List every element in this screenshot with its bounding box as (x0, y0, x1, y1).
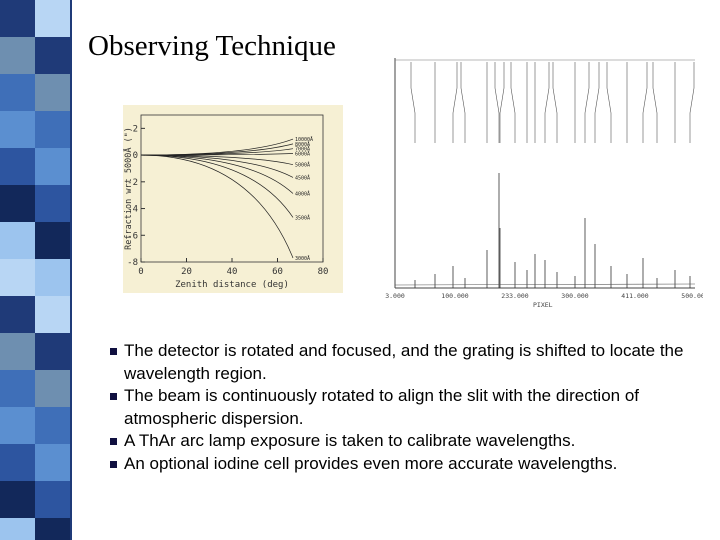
y-tick-label: -8 (127, 258, 138, 268)
refraction-curve (140, 154, 294, 218)
stripe-block (35, 518, 70, 540)
bullet-text: A ThAr arc lamp exposure is taken to cal… (124, 431, 576, 450)
stripe-block (35, 444, 70, 481)
bullet-list: The detector is rotated and focused, and… (110, 340, 710, 475)
stripe-block (35, 74, 70, 111)
curve-label: 10000Å (295, 136, 313, 143)
slide-title: Observing Technique (88, 30, 336, 62)
curve-label: 8000Å (295, 141, 310, 148)
stripe-block (35, 296, 70, 333)
figure-background (123, 105, 343, 293)
y-tick-label: -2 (127, 178, 138, 188)
x-tick-label: 0 (138, 267, 143, 277)
stripe-block (35, 259, 70, 296)
x-tick-label: 60 (272, 267, 283, 277)
figure-background (383, 48, 703, 310)
id-tick (642, 62, 648, 143)
curve-label: 4500Å (295, 174, 310, 181)
x-tick-label: 3.000 (385, 292, 405, 300)
bullet-text: The beam is continuously rotated to alig… (124, 386, 640, 428)
x-tick-label: 100.000 (441, 292, 468, 300)
refraction-curve (140, 154, 294, 259)
stripe-block (35, 333, 70, 370)
stripe-block (35, 185, 70, 222)
id-tick (510, 62, 516, 143)
stripe-block (0, 185, 35, 222)
stripe-block (0, 296, 35, 333)
stripe-block (0, 444, 35, 481)
stripe-block (0, 333, 35, 370)
bullet-marker (110, 438, 117, 445)
curve-label: 6000Å (295, 150, 310, 157)
bullet-item: The beam is continuously rotated to alig… (110, 385, 710, 430)
y-axis-label: Refraction wrt 5000Å (") (123, 127, 134, 250)
x-axis-label: PIXEL (533, 301, 553, 309)
stripe-edge (70, 0, 72, 540)
stripe-block (0, 370, 35, 407)
y-tick-label: 0 (133, 151, 138, 161)
stripe-block (0, 259, 35, 296)
curve-label: 5000Å (295, 162, 310, 169)
x-tick-label: 300.000 (561, 292, 588, 300)
id-tick (584, 62, 590, 143)
x-tick-label: 80 (318, 267, 329, 277)
stripe-block (35, 148, 70, 185)
stripe-block (0, 148, 35, 185)
stripe-block (35, 407, 70, 444)
id-tick (652, 62, 658, 143)
stripe-block (0, 481, 35, 518)
x-tick-label: 500.000 (681, 292, 703, 300)
curve-label: 7000Å (295, 146, 310, 153)
id-tick (544, 62, 550, 143)
id-tick (552, 62, 558, 143)
bullet-marker (110, 460, 117, 468)
stripe-block (0, 74, 35, 111)
id-tick (494, 62, 500, 143)
id-tick (452, 62, 458, 143)
id-tick (460, 62, 466, 143)
bullet-marker (110, 348, 117, 355)
bullet-text: An optional iodine cell provides even mo… (124, 453, 618, 473)
bullet-text: The detector is rotated and focused, and… (124, 341, 684, 383)
curve-label: 4000Å (295, 190, 310, 197)
y-tick-label: 2 (133, 124, 138, 134)
stripe-block (0, 0, 35, 37)
stripe-block (0, 37, 35, 74)
stripe-block (35, 37, 70, 74)
stripe-block (35, 481, 70, 518)
spectrum-figure: 3.000 100.000 233.000 300.000 411.000 500.000… (383, 48, 703, 310)
stripe-block (0, 222, 35, 259)
id-tick (689, 62, 695, 143)
decorative-stripe (0, 0, 72, 540)
x-tick-label: 233.000 (501, 292, 528, 300)
stripe-block (35, 370, 70, 407)
bullet-marker (110, 393, 117, 400)
bullet-item: The detector is rotated and focused, and… (110, 340, 710, 385)
curve-label: 3500Å (295, 214, 310, 221)
y-tick-label: -6 (127, 231, 138, 241)
stripe-block (0, 518, 35, 540)
id-tick (410, 62, 416, 143)
x-axis-label: Zenith distance (deg) (175, 280, 289, 290)
bullet-item: An optional iodine cell provides even mo… (110, 453, 710, 476)
stripe-block (35, 0, 70, 37)
stripe-block (35, 222, 70, 259)
y-tick-label: -4 (127, 205, 138, 215)
stripe-block (35, 111, 70, 148)
stripe-block (0, 111, 35, 148)
x-tick-label: 20 (181, 267, 192, 277)
id-tick (606, 62, 612, 143)
stripe-block (0, 407, 35, 444)
x-tick-label: 411.000 (621, 292, 648, 300)
continuum (394, 283, 696, 286)
bullet-item: A ThAr arc lamp exposure is taken to cal… (110, 430, 710, 453)
id-tick (594, 62, 600, 143)
x-tick-label: 40 (227, 267, 238, 277)
curve-label: 3000Å (295, 255, 310, 262)
id-tick (499, 62, 505, 143)
